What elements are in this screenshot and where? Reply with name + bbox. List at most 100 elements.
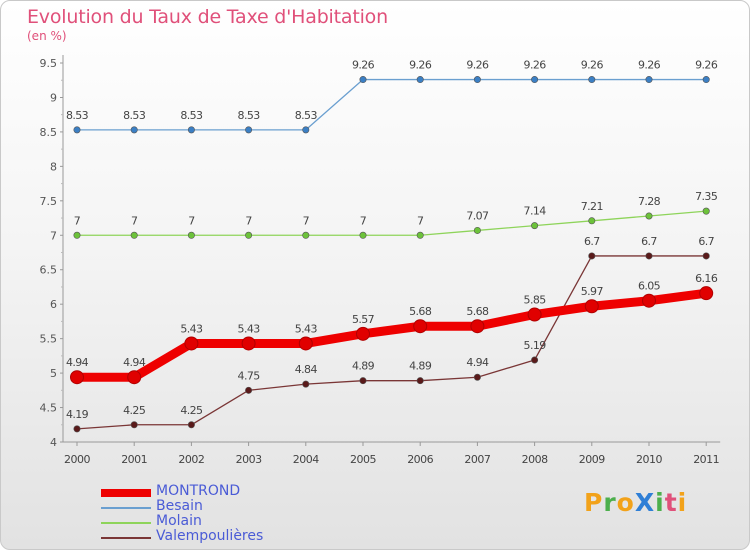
x-tick-label: 2002 (178, 453, 204, 466)
data-label: 8.53 (66, 109, 89, 122)
data-point (645, 212, 653, 220)
y-tick-label: 7.5 (40, 195, 58, 208)
data-point (359, 231, 367, 239)
data-label: 9.26 (352, 59, 375, 72)
x-tick-label: 2003 (236, 453, 262, 466)
data-label: 7 (245, 214, 252, 227)
data-label: 5.19 (524, 339, 547, 352)
data-point (184, 336, 199, 351)
y-tick-label: 9 (50, 91, 57, 104)
data-point (645, 252, 653, 260)
data-label: 7.14 (524, 205, 547, 218)
data-label: 8.53 (238, 109, 261, 122)
x-tick-label: 2009 (579, 453, 605, 466)
y-tick-label: 7 (50, 229, 57, 242)
data-point (416, 76, 424, 84)
data-point (473, 373, 481, 381)
data-label: 7.21 (581, 200, 603, 213)
data-label: 6.16 (695, 272, 718, 285)
data-label: 5.43 (180, 322, 203, 335)
data-label: 4.94 (66, 356, 89, 369)
data-point (359, 76, 367, 84)
data-label: 5.85 (524, 294, 547, 307)
data-point (298, 336, 313, 351)
data-label: 5.68 (409, 305, 432, 318)
legend-swatch (101, 537, 151, 539)
data-label: 6.7 (584, 235, 600, 248)
data-point (470, 319, 485, 334)
data-point (302, 380, 310, 388)
chart-title: Evolution du Taux de Taxe d'Habitation (27, 6, 388, 28)
x-tick-label: 2001 (121, 453, 147, 466)
data-label: 7 (360, 214, 367, 227)
legend-swatch (101, 489, 151, 497)
legend-swatch (101, 507, 151, 509)
data-label: 7 (303, 214, 310, 227)
data-label: 6.7 (641, 235, 657, 248)
y-tick-label: 4 (50, 436, 57, 449)
data-label: 8.53 (123, 109, 146, 122)
data-point (187, 126, 195, 134)
data-label: 5.68 (466, 305, 489, 318)
logo-letter: t (664, 488, 678, 517)
data-label: 6.05 (638, 280, 661, 293)
data-label: 7.07 (466, 209, 489, 222)
proxiti-logo: ProXiti (584, 488, 687, 517)
data-label: 9.26 (581, 59, 604, 72)
data-point (70, 370, 84, 385)
logo-letter: o (616, 488, 635, 517)
y-tick-label: 4.5 (40, 402, 58, 415)
data-label: 4.25 (123, 404, 146, 417)
data-point (245, 231, 253, 239)
data-label: 8.53 (180, 109, 203, 122)
data-point (359, 377, 367, 385)
data-point (588, 217, 596, 225)
data-point (702, 207, 710, 215)
logo-letter: i (655, 488, 665, 517)
series-line-molain (76, 210, 707, 236)
data-point (130, 126, 138, 134)
x-tick-label: 2006 (407, 453, 433, 466)
data-point (302, 126, 310, 134)
data-label: 7 (131, 214, 138, 227)
logo-letter: X (634, 488, 656, 517)
data-point (245, 386, 253, 394)
data-point (73, 126, 81, 134)
data-label: 4.89 (352, 360, 375, 373)
data-point (416, 377, 424, 385)
x-tick-label: 2005 (350, 453, 376, 466)
y-tick-label: 6.5 (40, 264, 58, 277)
x-tick-label: 2004 (293, 453, 319, 466)
data-label: 7 (417, 214, 424, 227)
x-tick-label: 2008 (522, 453, 548, 466)
data-label: 5.43 (238, 322, 261, 335)
data-point (473, 226, 481, 234)
series-line-valempoulières (76, 255, 707, 430)
data-point (130, 231, 138, 239)
data-point (73, 425, 81, 433)
data-point (73, 231, 81, 239)
chart-subtitle: (en %) (27, 29, 67, 43)
data-label: 5.43 (295, 322, 318, 335)
data-point (702, 252, 710, 260)
data-point (187, 421, 195, 429)
y-tick-label: 5.5 (40, 333, 58, 346)
logo-letter: P (584, 488, 604, 517)
data-label: 6.7 (698, 235, 714, 248)
x-tick-label: 2010 (636, 453, 662, 466)
legend-label: MONTROND (156, 483, 241, 499)
y-tick-label: 6 (50, 298, 57, 311)
data-point (588, 252, 596, 260)
data-label: 4.89 (409, 360, 432, 373)
data-label: 9.26 (524, 59, 547, 72)
logo-letter: i (677, 488, 688, 517)
series-line-montrond (72, 288, 711, 382)
data-label: 5.97 (581, 285, 604, 298)
data-label: 9.26 (409, 59, 432, 72)
data-point (699, 286, 714, 301)
series-line-besain (76, 78, 707, 131)
data-point (527, 307, 542, 322)
data-point (413, 319, 428, 334)
data-point (645, 76, 653, 84)
